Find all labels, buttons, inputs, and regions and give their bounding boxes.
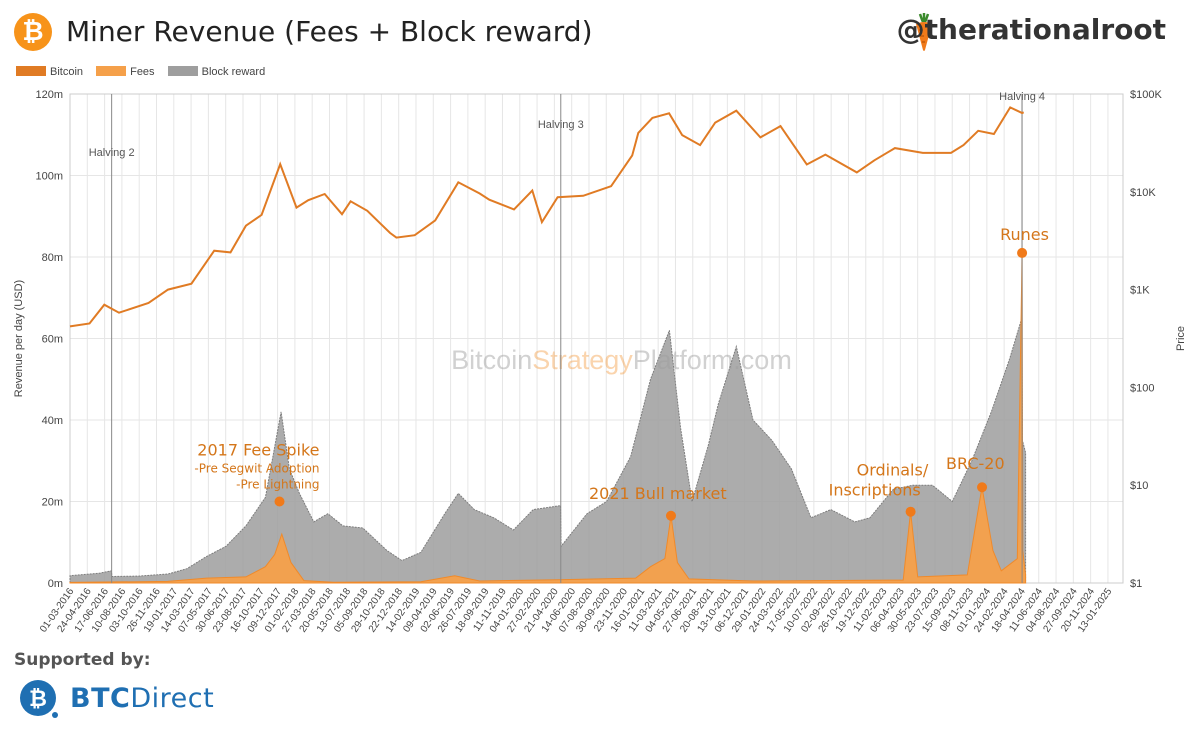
svg-text:₿: ₿	[29, 687, 47, 712]
bitcoin-logo-icon: ₿	[14, 13, 52, 51]
series-bitcoin	[69, 106, 1025, 328]
watermark-part: Strategy	[532, 345, 633, 375]
supported-by-label: Supported by:	[14, 650, 151, 670]
annotation-marker	[905, 506, 916, 517]
annotation-label: 2017 Fee Spike	[197, 441, 319, 460]
y-tick-label: 60m	[42, 334, 63, 346]
legend-swatch-fees	[96, 66, 127, 76]
watermark-part: Bitcoin	[451, 345, 532, 375]
y-tick-label: 0m	[48, 578, 63, 590]
miner-revenue-chart: 01-03-201624-04-201617-06-201610-08-2016…	[13, 89, 1187, 635]
y2-tick-label: $100	[1130, 382, 1154, 394]
annotation-sublabel: -Pre Segwit Adoption	[194, 462, 319, 476]
annotation-marker	[977, 482, 988, 493]
carrot-icon	[916, 13, 932, 51]
page-title: Miner Revenue (Fees + Block reward)	[66, 15, 593, 48]
header: ₿ Miner Revenue (Fees + Block reward) @t…	[0, 0, 1200, 62]
sponsor-name-bold: BTC	[70, 683, 131, 714]
y2-tick-label: $100K	[1130, 89, 1162, 101]
btc-direct-logo-icon: ₿	[20, 680, 58, 718]
y2-tick-label: $10K	[1130, 187, 1156, 199]
series-fees	[69, 252, 1027, 584]
legend-item-block-reward[interactable]: Block reward	[167, 66, 266, 78]
sponsor-name: BTCDirect	[70, 683, 214, 714]
legend-item-fees[interactable]: Fees	[96, 66, 155, 78]
chart-legend: Bitcoin Fees Block reward	[16, 66, 275, 80]
halving-label: Halving 3	[538, 119, 584, 131]
annotation-label: BRC-20	[946, 454, 1005, 473]
annotation-label: Ordinals/	[857, 461, 929, 480]
y2-axis-title: Price	[1175, 326, 1187, 351]
sponsor-name-light: Direct	[130, 683, 215, 714]
annotation-label: Runes	[1000, 225, 1049, 244]
y-tick-label: 40m	[42, 415, 63, 427]
y2-tick-label: $10	[1130, 480, 1148, 492]
annotation-marker	[665, 510, 676, 521]
y-tick-label: 120m	[35, 89, 63, 101]
halving-label: Halving 4	[999, 91, 1045, 103]
legend-label-bitcoin: Bitcoin	[50, 66, 84, 78]
annotation-label: Inscriptions	[829, 481, 921, 500]
legend-label-block-reward: Block reward	[201, 66, 266, 78]
legend-swatch-bitcoin	[16, 66, 46, 76]
annotation-marker	[274, 496, 285, 507]
annotation-sublabel: -Pre Lightning	[236, 478, 319, 492]
legend-label-fees: Fees	[130, 66, 155, 78]
halving-label: Halving 2	[89, 147, 135, 159]
y2-tick-label: $1K	[1130, 285, 1150, 297]
y2-tick-label: $1	[1130, 578, 1142, 590]
legend-swatch-block-reward	[167, 66, 198, 76]
y-axis-title: Revenue per day (USD)	[13, 280, 25, 397]
annotation-marker	[1017, 247, 1028, 258]
annotation-label: 2021 Bull market	[589, 484, 727, 503]
y-tick-label: 20m	[42, 497, 63, 509]
y-tick-label: 80m	[42, 252, 63, 264]
author-handle: @therationalroot	[896, 13, 1166, 46]
y-tick-label: 100m	[35, 171, 63, 183]
legend-item-bitcoin[interactable]: Bitcoin	[16, 66, 83, 78]
